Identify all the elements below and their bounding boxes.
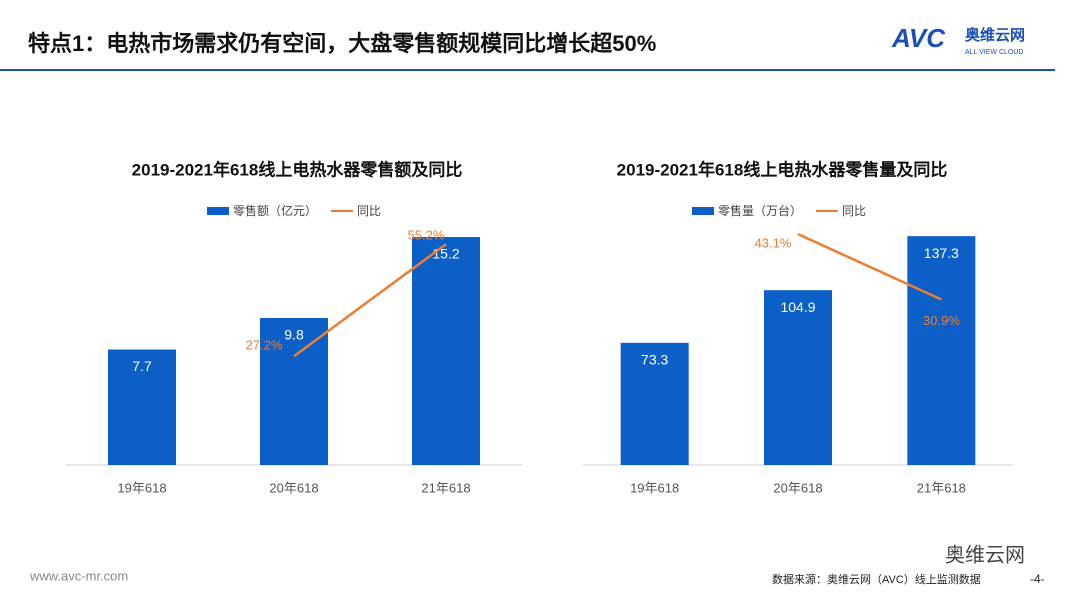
x-tick-label: 20年618 [269, 480, 318, 495]
legend-swatch [692, 207, 714, 215]
bar-value-label: 73.3 [641, 352, 668, 368]
bar-value-label: 7.7 [132, 358, 152, 374]
logo-sub: ALL VIEW CLOUD [965, 49, 1023, 56]
slide-title: 特点1：电热市场需求仍有空间，大盘零售额规模同比增长超50% [28, 31, 656, 56]
x-tick-label: 20年618 [773, 480, 822, 495]
legend-swatch [207, 207, 229, 215]
logo-name: 奥维云网 [965, 26, 1025, 44]
bar-value-label: 104.9 [780, 299, 815, 315]
bar [412, 237, 480, 465]
line-value-label: 43.1% [755, 236, 792, 251]
bar [764, 290, 832, 465]
bar-value-label: 9.8 [284, 327, 304, 343]
legend-label: 零售量（万台） [718, 203, 802, 218]
website: www.avc-mr.com [29, 568, 128, 583]
bar [620, 342, 689, 465]
line [797, 232, 942, 301]
page-number: -4- [1030, 572, 1045, 586]
legend-label: 同比 [842, 204, 866, 218]
legend-label: 同比 [357, 204, 381, 218]
x-tick-label: 21年618 [421, 480, 470, 495]
line-value-label: 30.9% [923, 313, 960, 328]
chart-title: 2019-2021年618线上电热水器零售额及同比 [132, 159, 463, 179]
source: 数据来源：奥维云网（AVC）线上监测数据 [772, 572, 981, 586]
line-value-label: 27.2% [246, 338, 283, 353]
line [293, 243, 447, 358]
x-tick-label: 21年618 [917, 480, 966, 495]
x-tick-label: 19年618 [117, 480, 166, 495]
bar [260, 318, 328, 465]
bar-value-label: 15.2 [432, 246, 459, 262]
chart-title: 2019-2021年618线上电热水器零售量及同比 [617, 159, 948, 179]
wechat: 奥维云网 [945, 543, 1025, 566]
logo: AVC [891, 23, 946, 53]
legend-label: 零售额（亿元） [233, 203, 317, 218]
x-tick-label: 19年618 [630, 480, 679, 495]
line-value-label: 55.2% [408, 228, 445, 243]
bar [907, 236, 976, 465]
bar-value-label: 137.3 [924, 245, 959, 261]
bar [108, 349, 176, 465]
